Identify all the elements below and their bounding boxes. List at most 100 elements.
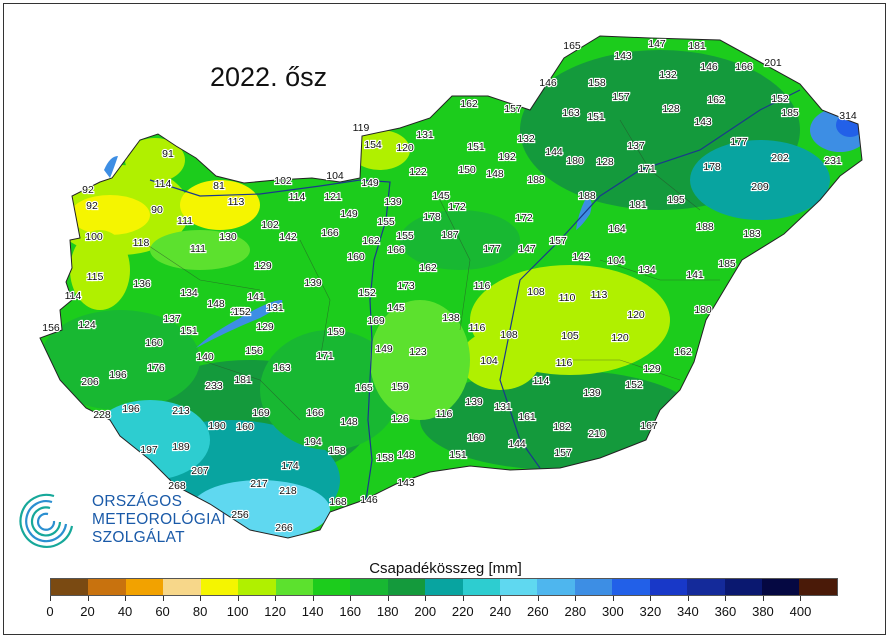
station-value: 160: [236, 421, 254, 433]
legend-swatch: [350, 579, 388, 595]
omsz-logo: ORSZÁGOS METEOROLÓGIAI SZOLGÁLAT: [14, 488, 226, 558]
station-value: 160: [347, 251, 365, 263]
station-value: 152: [230, 306, 248, 318]
station-value: 256: [231, 509, 249, 521]
station-value: 137: [627, 140, 645, 152]
station-value: 217: [250, 478, 268, 490]
station-value: 233: [205, 380, 223, 392]
station-value: 166: [735, 61, 753, 73]
legend-tick-mark: [125, 596, 127, 601]
station-value: 131: [494, 401, 512, 413]
legend-tick-mark: [500, 596, 502, 601]
legend-tick-mark: [312, 596, 314, 601]
station-value: 118: [133, 237, 150, 249]
station-value: 194: [304, 436, 322, 448]
station-value: 128: [662, 103, 680, 115]
station-value: 116: [474, 280, 491, 292]
station-value: 166: [321, 227, 339, 239]
legend-swatch: [500, 579, 538, 595]
station-value: 181: [688, 40, 706, 52]
station-value: 90: [151, 204, 163, 216]
station-value: 162: [419, 262, 437, 274]
legend-tick-label: 80: [192, 604, 208, 619]
station-value: 201: [764, 57, 782, 69]
legend-tick-mark: [237, 596, 239, 601]
station-value: 129: [256, 321, 274, 333]
country-border: [39, 35, 863, 539]
station-value: 149: [375, 343, 393, 355]
station-value: 206: [81, 376, 99, 388]
legend-tick-label: 160: [339, 604, 362, 619]
station-value: 104: [607, 255, 625, 267]
station-value: 143: [694, 116, 712, 128]
station-value: 113: [591, 289, 608, 301]
station-value: 148: [397, 449, 415, 461]
legend-swatch: [200, 579, 239, 595]
station-value: 114: [289, 191, 306, 203]
station-value: 152: [771, 93, 789, 105]
legend-tick-label: 360: [714, 604, 737, 619]
station-value: 158: [328, 445, 346, 457]
station-value: 120: [627, 309, 645, 321]
station-value: 231: [824, 155, 842, 167]
station-value: 158: [588, 77, 606, 89]
station-value: 166: [387, 244, 405, 256]
river-tisza: [499, 89, 801, 469]
station-value: 120: [396, 142, 414, 154]
station-value: 166: [306, 407, 324, 419]
station-value: 108: [500, 329, 518, 341]
station-value: 185: [781, 107, 799, 119]
legend-swatch: [163, 579, 201, 595]
station-value: 122: [409, 166, 427, 178]
station-value: 136: [133, 278, 151, 290]
legend-tick-mark: [612, 596, 614, 601]
station-value: 177: [730, 136, 748, 148]
legend-tick-mark: [537, 596, 539, 601]
station-value: 165: [355, 382, 373, 394]
station-value: 207: [191, 465, 209, 477]
station-value: 196: [109, 369, 127, 381]
station-value: 171: [316, 350, 334, 362]
station-value: 141: [247, 291, 265, 303]
station-value: 156: [245, 345, 263, 357]
station-value: 147: [648, 38, 666, 50]
station-value: 154: [364, 139, 382, 151]
station-value: 151: [180, 325, 198, 337]
legend-tick-label: 120: [264, 604, 286, 619]
legend-swatch: [425, 579, 463, 595]
legend-tick-label: 240: [489, 604, 512, 619]
station-value: 197: [140, 444, 158, 456]
lake-ferto: [104, 156, 118, 178]
station-value: 113: [228, 196, 245, 208]
station-value: 159: [391, 381, 409, 393]
legend-swatch: [649, 579, 688, 595]
station-value: 115: [87, 271, 104, 283]
legend-swatch: [312, 579, 351, 595]
station-value: 162: [362, 235, 380, 247]
station-value: 218: [279, 485, 297, 497]
legend-swatch: [574, 579, 613, 595]
legend-tick-label: 200: [414, 604, 437, 619]
station-value: 172: [515, 212, 533, 224]
legend-tick-label: 380: [752, 604, 774, 619]
station-value: 148: [486, 168, 504, 180]
station-value: 190: [208, 420, 226, 432]
station-value: 152: [358, 287, 376, 299]
station-value: 142: [572, 251, 590, 263]
station-value: 121: [324, 191, 342, 203]
station-value: 178: [423, 211, 441, 223]
legend-tick-label: 300: [601, 604, 624, 619]
station-value: 139: [304, 277, 322, 289]
station-value: 139: [465, 396, 483, 408]
station-value: 155: [396, 230, 414, 242]
station-value: 149: [361, 177, 379, 189]
legend-swatch: [387, 579, 426, 595]
station-value: 131: [416, 129, 434, 141]
station-value: 314: [839, 110, 857, 122]
station-value: 134: [180, 287, 198, 299]
station-value: 174: [281, 460, 299, 472]
station-value: 143: [397, 477, 415, 489]
station-value: 102: [274, 175, 292, 187]
station-value: 141: [686, 269, 704, 281]
station-value: 143: [614, 50, 632, 62]
